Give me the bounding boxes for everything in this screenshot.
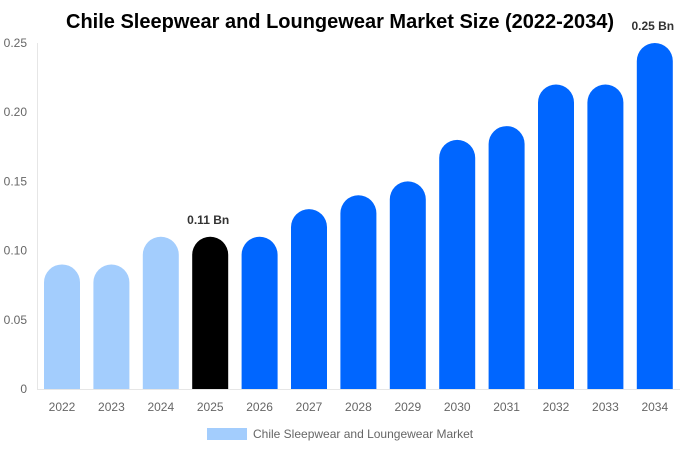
legend-label[interactable]: Chile Sleepwear and Loungewear Market: [253, 427, 474, 441]
x-tick-label: 2033: [592, 400, 619, 414]
bar-2026[interactable]: [241, 236, 278, 389]
x-tick-label: 2034: [641, 400, 668, 414]
y-tick-label: 0.25: [4, 36, 28, 50]
bar-2023[interactable]: [93, 264, 130, 389]
x-tick-label: 2024: [147, 400, 174, 414]
data-label: 0.11 Bn: [187, 213, 229, 227]
x-tick-label: 2027: [296, 400, 323, 414]
x-tick-label: 2025: [197, 400, 224, 414]
x-tick-label: 2029: [394, 400, 421, 414]
y-tick-label: 0: [20, 382, 27, 396]
bar-2034[interactable]: [636, 43, 673, 389]
y-tick-label: 0.10: [4, 244, 28, 258]
y-tick-label: 0.05: [4, 313, 28, 327]
bar-2033[interactable]: [587, 84, 624, 390]
bar-2029[interactable]: [389, 181, 426, 389]
bar-2027[interactable]: [291, 209, 327, 389]
bar-2032[interactable]: [538, 84, 574, 390]
x-tick-label: 2022: [49, 400, 76, 414]
y-tick-label: 0.15: [4, 174, 28, 188]
bar-2022[interactable]: [44, 264, 80, 389]
legend-swatch[interactable]: [207, 428, 247, 440]
x-tick-label: 2026: [246, 400, 273, 414]
bar-2024[interactable]: [142, 236, 179, 389]
bar-2031[interactable]: [488, 126, 525, 389]
x-tick-label: 2023: [98, 400, 125, 414]
data-label: 0.25 Bn: [631, 19, 674, 33]
x-tick-label: 2031: [493, 400, 520, 414]
chart-title: Chile Sleepwear and Loungewear Market Si…: [66, 11, 614, 33]
bar-2030[interactable]: [439, 139, 476, 389]
y-tick-label: 0.20: [4, 105, 28, 119]
x-tick-label: 2028: [345, 400, 372, 414]
x-tick-label: 2030: [444, 400, 471, 414]
bar-2025[interactable]: [192, 236, 229, 389]
x-tick-label: 2032: [543, 400, 570, 414]
bar-2028[interactable]: [340, 195, 377, 389]
